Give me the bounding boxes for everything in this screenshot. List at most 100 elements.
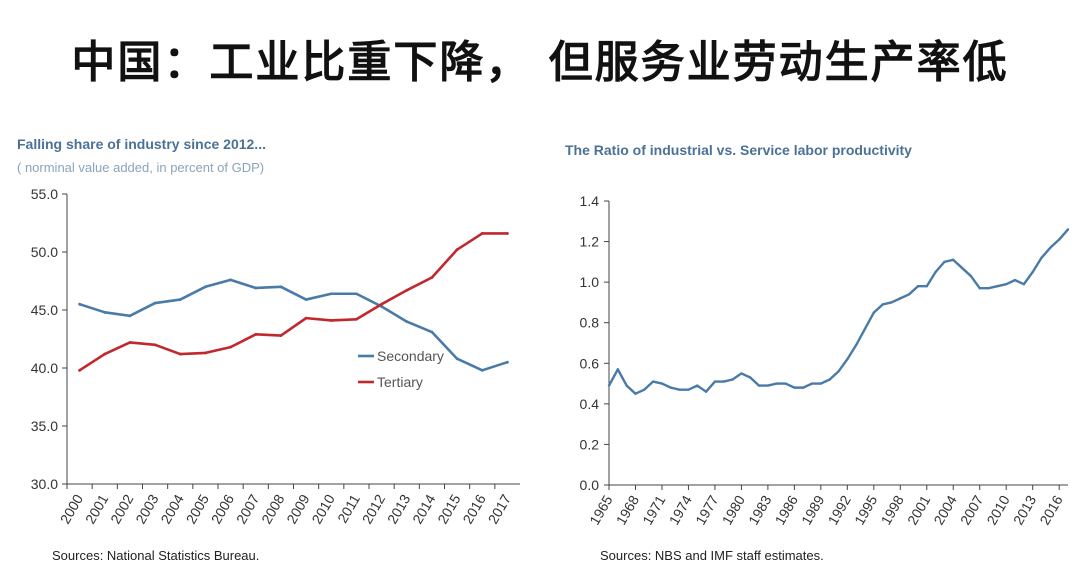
data-point-productivity-ratio	[960, 266, 964, 270]
left-chart-title: Falling share of industry since 2012...	[17, 136, 266, 152]
left-chart-panel: Falling share of industry since 2012... …	[0, 130, 540, 570]
right-y-tick-label: 0.4	[580, 396, 600, 412]
right-x-tick-label: 1968	[613, 492, 643, 527]
right-x-tick-label: 1965	[586, 492, 616, 527]
left-chart-subtitle: ( norminal value added, in percent of GD…	[17, 160, 265, 175]
right-chart-panel: The Ratio of industrial vs. Service labo…	[540, 130, 1080, 570]
left-x-tick-label: 2008	[258, 491, 288, 526]
left-x-tick-label: 2000	[57, 491, 87, 526]
data-point-productivity-ratio	[757, 384, 761, 387]
data-point-productivity-ratio	[722, 380, 725, 383]
data-point-productivity-ratio	[643, 388, 646, 391]
left-y-tick-label: 45.0	[31, 302, 58, 318]
right-x-tick-label: 1995	[851, 492, 881, 527]
data-point-productivity-ratio	[678, 388, 681, 391]
data-point-tertiary	[405, 288, 409, 292]
left-x-tick-label: 2015	[434, 491, 464, 526]
right-chart-title: The Ratio of industrial vs. Service labo…	[565, 142, 912, 158]
left-x-tick-label: 2011	[334, 491, 363, 525]
left-x-tick-label: 2007	[233, 491, 263, 526]
right-x-tick-label: 1974	[666, 492, 696, 527]
data-point-secondary	[455, 357, 459, 361]
data-point-productivity-ratio	[704, 390, 708, 393]
data-point-productivity-ratio	[625, 384, 628, 387]
data-point-tertiary	[153, 343, 157, 347]
data-point-productivity-ratio	[854, 343, 858, 347]
data-point-productivity-ratio	[784, 382, 787, 385]
left-chart-source: Sources: National Statistics Bureau.	[52, 548, 260, 563]
data-point-productivity-ratio	[907, 293, 911, 296]
data-point-secondary	[128, 314, 132, 318]
right-y-tick-label: 0.8	[580, 315, 600, 331]
data-point-secondary	[329, 292, 333, 296]
left-x-tick-label: 2014	[409, 491, 439, 526]
data-point-productivity-ratio	[1049, 246, 1052, 249]
right-x-tick-label: 2013	[1010, 492, 1040, 527]
series-line-tertiary	[78, 232, 508, 372]
left-x-tick-label: 2017	[485, 491, 515, 526]
data-point-productivity-ratio	[943, 260, 946, 264]
data-point-productivity-ratio	[793, 386, 796, 389]
data-point-productivity-ratio	[1031, 270, 1034, 274]
data-point-productivity-ratio	[846, 358, 849, 361]
data-point-tertiary	[355, 317, 358, 321]
data-point-productivity-ratio	[987, 287, 990, 290]
data-point-productivity-ratio	[634, 392, 637, 395]
data-point-productivity-ratio	[1040, 256, 1043, 259]
right-x-tick-label: 1980	[719, 492, 749, 527]
right-y-tick-label: 0.6	[580, 355, 600, 371]
data-point-productivity-ratio	[616, 368, 620, 371]
data-point-secondary	[204, 285, 207, 289]
data-point-productivity-ratio	[1005, 282, 1008, 286]
data-point-tertiary	[430, 276, 434, 279]
right-y-tick-label: 1.2	[580, 234, 600, 250]
right-x-tick-label: 2001	[904, 492, 934, 527]
data-point-productivity-ratio	[1066, 228, 1070, 231]
data-point-productivity-ratio	[890, 301, 893, 304]
data-point-secondary	[279, 285, 283, 289]
data-point-productivity-ratio	[872, 311, 876, 314]
data-point-productivity-ratio	[651, 380, 655, 383]
data-point-productivity-ratio	[1057, 238, 1061, 241]
data-point-productivity-ratio	[969, 274, 973, 278]
data-point-productivity-ratio	[916, 285, 920, 288]
left-x-tick-label: 2012	[359, 491, 389, 526]
data-point-secondary	[405, 320, 409, 323]
left-x-tick-label: 2005	[183, 491, 213, 526]
right-y-tick-label: 0.2	[580, 436, 600, 452]
data-point-secondary	[153, 301, 157, 305]
data-point-productivity-ratio	[996, 285, 999, 288]
data-point-tertiary	[455, 248, 459, 252]
data-point-productivity-ratio	[713, 380, 717, 383]
data-point-secondary	[103, 310, 107, 314]
data-point-tertiary	[128, 341, 132, 344]
data-point-tertiary	[304, 316, 308, 320]
data-point-productivity-ratio	[1022, 282, 1026, 286]
right-y-tick-label: 1.4	[580, 193, 600, 209]
left-y-tick-label: 35.0	[31, 418, 58, 434]
left-y-tick-label: 30.0	[31, 476, 58, 492]
data-point-productivity-ratio	[740, 372, 743, 375]
right-chart-svg: 0.0 0.2 0.4 0.6 0.8 1.0 1.2 1.4 1965196819711974…	[580, 193, 1070, 527]
right-x-tick-label: 1989	[798, 492, 828, 527]
data-point-productivity-ratio	[925, 285, 928, 288]
data-point-productivity-ratio	[801, 386, 805, 389]
data-point-productivity-ratio	[1013, 278, 1017, 282]
left-x-tick-label: 2016	[459, 491, 489, 526]
data-point-productivity-ratio	[687, 388, 690, 391]
right-y-tick-label: 1.0	[580, 274, 600, 290]
data-point-tertiary	[380, 302, 383, 306]
data-point-tertiary	[506, 232, 509, 235]
data-point-tertiary	[279, 334, 283, 337]
data-point-productivity-ratio	[696, 384, 699, 387]
data-point-tertiary	[254, 332, 258, 336]
right-x-tick-label: 1977	[692, 492, 722, 527]
left-x-tick-label: 2003	[132, 491, 162, 526]
left-x-tick-label: 2002	[107, 491, 137, 526]
data-point-productivity-ratio	[819, 382, 823, 385]
data-point-secondary	[506, 360, 509, 364]
data-point-tertiary	[103, 352, 107, 356]
right-x-tick-label: 1986	[772, 492, 802, 527]
productivity-ratio-line	[607, 228, 1069, 395]
data-point-productivity-ratio	[669, 386, 672, 389]
